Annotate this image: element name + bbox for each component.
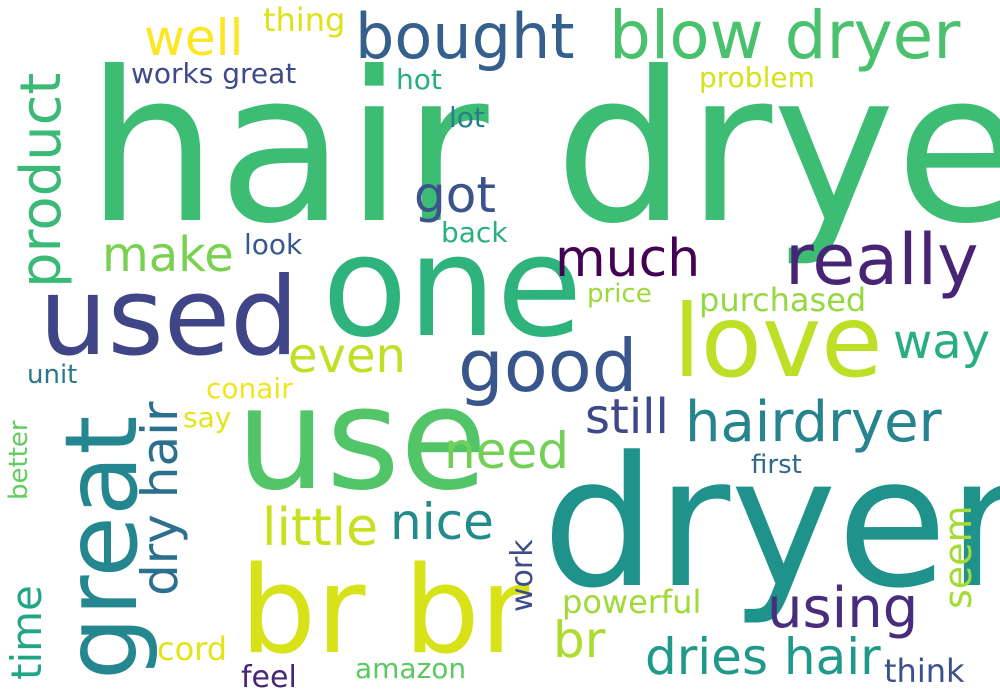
word-br-br: br br	[240, 542, 530, 681]
word-better: better	[4, 420, 34, 500]
word-product: product	[9, 72, 74, 288]
word-works-great: works great	[131, 57, 297, 90]
word-seem: seem	[936, 505, 980, 609]
word-first: first	[751, 450, 802, 480]
word-love: love	[673, 283, 883, 400]
word-br: br	[553, 611, 606, 669]
word-work: work	[505, 539, 540, 612]
word-back: back	[441, 216, 508, 249]
word-look: look	[244, 228, 303, 261]
word-really: really	[785, 219, 979, 301]
word-well: well	[144, 9, 244, 67]
word-need: need	[444, 422, 569, 480]
word-hairdryer: hairdryer	[685, 390, 942, 455]
word-cord: cord	[157, 630, 228, 668]
word-make: make	[102, 227, 234, 283]
word-nice: nice	[390, 493, 494, 551]
word-hot: hot	[396, 63, 442, 96]
word-time: time	[2, 585, 51, 680]
word-little: little	[262, 498, 379, 558]
word-one: one	[322, 206, 583, 369]
word-thing: thing	[263, 1, 346, 39]
word-feel: feel	[241, 660, 297, 695]
word-unit: unit	[27, 360, 78, 390]
word-purchased: purchased	[699, 281, 867, 319]
word-bought: bought	[355, 0, 575, 73]
word-lot: lot	[449, 101, 485, 134]
word-good: good	[458, 324, 638, 408]
word-blow-dryer: blow dryer	[609, 0, 961, 74]
word-used: used	[39, 255, 299, 380]
word-think: think	[884, 652, 965, 690]
word-still: still	[585, 389, 669, 445]
word-much: much	[555, 229, 701, 289]
word-amazon: amazon	[355, 652, 467, 685]
word-hair-dryer: hair dryer	[86, 28, 1000, 270]
word-use: use	[236, 357, 488, 522]
word-using: using	[767, 576, 919, 641]
word-say: say	[183, 401, 232, 434]
word-got: got	[414, 166, 496, 224]
word-way: way	[893, 314, 991, 370]
word-price: price	[587, 279, 652, 309]
word-dry-hair: dry hair	[131, 401, 189, 596]
word-dryer: dryer	[542, 419, 1000, 628]
word-problem: problem	[699, 61, 815, 94]
word-conair: conair	[206, 372, 293, 405]
word-even: even	[288, 328, 406, 384]
word-powerful: powerful	[562, 583, 702, 621]
word-dries-hair: dries hair	[645, 628, 881, 686]
